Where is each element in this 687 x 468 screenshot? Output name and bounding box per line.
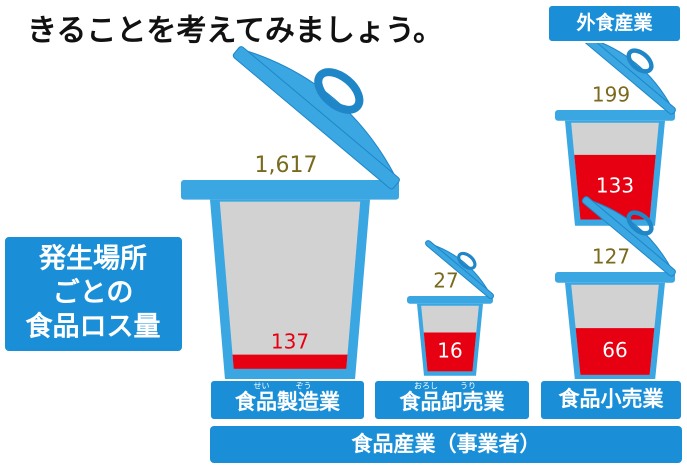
bin-label: 食品小売業 [559,387,665,411]
side-box [5,237,182,351]
total-label: 127 [592,245,630,269]
bin-rim [555,272,675,283]
lid-edge [581,196,676,277]
total-label: 199 [592,83,630,107]
lid-edge [232,46,400,190]
lid-handle [626,210,654,236]
heading: きることを考えてみましょう。 [27,14,443,49]
bin-lid [581,34,676,115]
side-label: ごとの [53,277,134,309]
ruby: せい [254,382,270,391]
bin-lid [232,46,400,190]
side-label: 発生場所 [38,244,147,275]
ruby: ぞう [296,382,312,391]
total-label: 1,617 [255,153,318,178]
bin-lid [581,196,676,277]
bin-label-box [539,379,683,421]
total-label: 27 [433,269,458,293]
ruby: うり [460,382,476,391]
loss-fill [423,332,477,372]
bin-rim [407,296,493,304]
lid-handle [314,68,364,114]
bin-label: 外食産業 [576,11,653,34]
loss-label: 16 [437,338,462,362]
bin-label: 食品卸売業 [400,390,506,414]
bin-interior [219,201,361,369]
bin-rim [181,180,399,200]
loss-label: 133 [596,174,634,198]
industry-box [210,426,682,463]
industry-label: 食品産業（事業者） [352,432,541,456]
bin-rim [555,110,675,121]
ruby: おろし [414,382,438,391]
bin-label: 食品製造業 [235,390,341,414]
loss-label: 66 [602,338,627,362]
bin-label-box [547,4,682,43]
bin-lid [425,240,494,299]
loss-label: 137 [271,329,309,353]
lid-handle [457,251,477,270]
bin-label-box [209,379,366,421]
loss-fill [575,328,655,375]
lid-handle [626,48,654,74]
side-label: 食品ロス量 [26,311,161,343]
bin-label-box [373,379,531,421]
lid-edge [425,240,494,299]
loss-fill [232,354,348,369]
